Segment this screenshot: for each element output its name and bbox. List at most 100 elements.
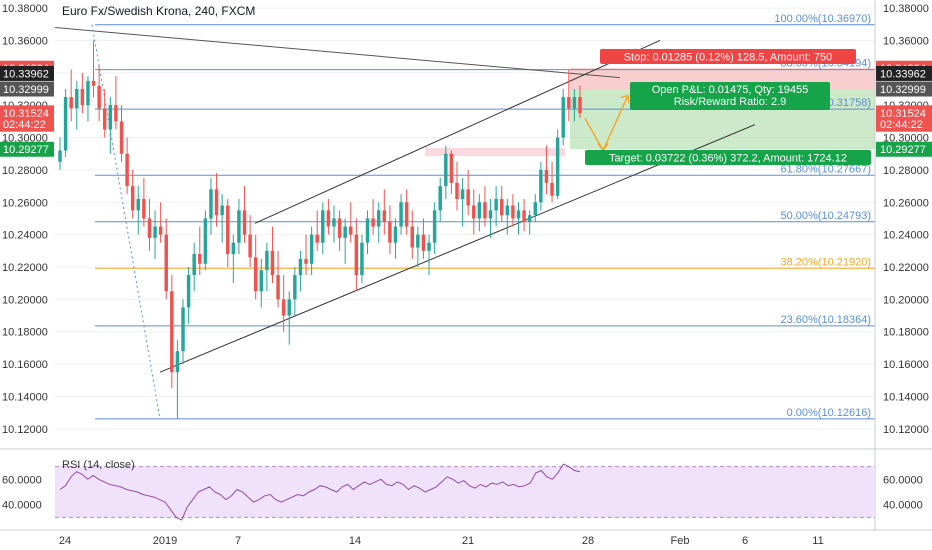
candle-body[interactable] (455, 182, 459, 200)
candle-body[interactable] (332, 218, 336, 227)
price-tag-right[interactable] (876, 141, 932, 157)
candle-body[interactable] (214, 189, 219, 216)
candle-body[interactable] (421, 234, 426, 251)
candle-body[interactable] (75, 89, 79, 109)
candle-body[interactable] (349, 226, 353, 235)
candle-body[interactable] (522, 210, 526, 222)
candle-body[interactable] (416, 234, 420, 248)
candle-body[interactable] (343, 226, 347, 238)
candle-body[interactable] (533, 202, 538, 216)
candle-body[interactable] (309, 234, 314, 264)
candle-body[interactable] (136, 199, 141, 211)
candle-body[interactable] (209, 189, 213, 219)
candle-body[interactable] (248, 234, 252, 258)
candle-body[interactable] (483, 202, 487, 219)
candle-body[interactable] (270, 250, 275, 276)
candle-body[interactable] (360, 242, 364, 276)
price-tag-left[interactable] (0, 105, 54, 121)
candle-body[interactable] (444, 153, 448, 187)
candle-body[interactable] (477, 202, 482, 219)
candle-body[interactable] (365, 218, 370, 243)
candle-body[interactable] (287, 299, 291, 316)
candle-body[interactable] (376, 210, 381, 227)
price-tag-left[interactable] (0, 141, 54, 157)
candle-body[interactable] (488, 210, 493, 219)
candle-body[interactable] (438, 186, 442, 211)
candle-body[interactable] (578, 97, 582, 114)
candle-body[interactable] (198, 254, 202, 264)
candle-body[interactable] (253, 257, 258, 292)
target-label-box[interactable] (585, 150, 871, 165)
candle-body[interactable] (242, 210, 247, 235)
candle-body[interactable] (321, 210, 325, 243)
candle-body[interactable] (494, 199, 498, 211)
candle-body[interactable] (460, 189, 465, 200)
candle-body[interactable] (399, 202, 403, 227)
candle-body[interactable] (371, 218, 375, 227)
supply-box[interactable] (425, 148, 565, 157)
candle-body[interactable] (404, 202, 409, 227)
candle-body[interactable] (354, 234, 359, 276)
stop-label-box[interactable] (600, 49, 856, 64)
candle-body[interactable] (567, 97, 571, 109)
candle-body[interactable] (186, 275, 191, 308)
candle-body[interactable] (539, 169, 543, 203)
candle-body[interactable] (427, 242, 431, 251)
downtrend-line[interactable] (54, 27, 621, 79)
candle-body[interactable] (382, 210, 387, 222)
candle-body[interactable] (472, 205, 476, 219)
candle-body[interactable] (147, 218, 152, 238)
channel-upper-line[interactable] (254, 39, 661, 224)
candle-body[interactable] (108, 105, 113, 130)
candle-body[interactable] (91, 80, 96, 86)
candle-body[interactable] (164, 234, 168, 292)
candle-body[interactable] (203, 218, 208, 264)
candle-body[interactable] (226, 205, 230, 255)
candle-body[interactable] (449, 153, 454, 183)
candle-body[interactable] (432, 210, 437, 243)
candle-body[interactable] (192, 254, 196, 276)
price-tag-right[interactable] (876, 65, 932, 81)
candle-body[interactable] (175, 351, 180, 373)
price-tag-left[interactable] (0, 65, 54, 81)
candle-body[interactable] (276, 275, 280, 300)
candle-body[interactable] (505, 205, 510, 216)
candle-body[interactable] (410, 226, 414, 248)
candle-body[interactable] (259, 270, 264, 292)
candle-body[interactable] (69, 97, 73, 109)
rsi-line[interactable] (59, 463, 581, 521)
candle-body[interactable] (304, 258, 308, 264)
candle-body[interactable] (119, 121, 124, 154)
candle-body[interactable] (80, 89, 85, 106)
candle-body[interactable] (337, 218, 342, 238)
channel-lower-line[interactable] (159, 124, 756, 373)
candle-body[interactable] (220, 205, 224, 216)
candle-body[interactable] (298, 258, 303, 276)
candle-body[interactable] (142, 199, 146, 219)
candle-body[interactable] (63, 97, 68, 151)
candle-body[interactable] (102, 108, 107, 130)
candle-body[interactable] (237, 210, 241, 243)
candle-body[interactable] (125, 153, 129, 187)
candle-body[interactable] (293, 275, 297, 300)
candle-body[interactable] (58, 150, 62, 162)
candle-body[interactable] (499, 199, 504, 216)
candle-body[interactable] (170, 291, 174, 373)
candle-body[interactable] (561, 97, 565, 138)
candle-body[interactable] (544, 169, 549, 183)
pnl-box[interactable] (630, 82, 830, 110)
candle-body[interactable] (153, 226, 157, 238)
candle-body[interactable] (265, 250, 269, 271)
candle-body[interactable] (231, 242, 236, 255)
candle-body[interactable] (130, 186, 135, 211)
candle-body[interactable] (114, 105, 118, 122)
price-tag-right[interactable] (876, 116, 932, 132)
candle-body[interactable] (527, 215, 532, 222)
candle-body[interactable] (466, 189, 470, 206)
candle-body[interactable] (181, 307, 185, 352)
candle-body[interactable] (516, 210, 521, 219)
candle-body[interactable] (388, 221, 392, 243)
candle-body[interactable] (572, 97, 577, 109)
candle-body[interactable] (86, 80, 90, 106)
candle-body[interactable] (393, 226, 398, 243)
